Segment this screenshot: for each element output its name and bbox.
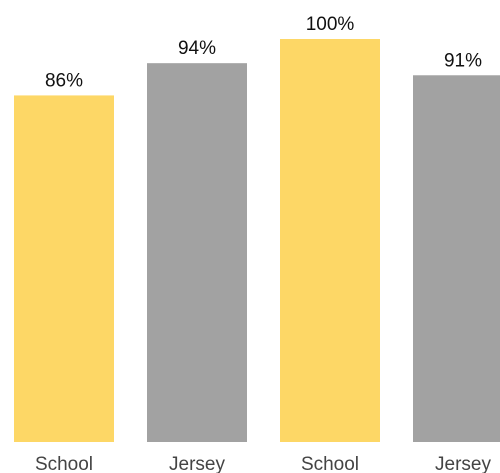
value-label-1: 86% [45,70,83,91]
category-labels-group: School Jersey School Jersey [35,454,492,473]
value-label-3: 100% [306,14,355,35]
category-label-4: Jersey [435,454,491,473]
bar-2 [147,63,247,443]
category-label-2: Jersey [169,454,225,473]
value-label-4: 91% [444,50,482,71]
value-label-2: 94% [178,38,216,59]
bar-3 [280,39,380,442]
bars-group [14,39,500,443]
value-labels-group: 86% 94% 100% 91% [45,14,482,91]
bar-4 [413,75,500,443]
category-label-1: School [35,454,93,473]
category-label-3: School [301,454,359,473]
bar-1 [14,95,114,443]
